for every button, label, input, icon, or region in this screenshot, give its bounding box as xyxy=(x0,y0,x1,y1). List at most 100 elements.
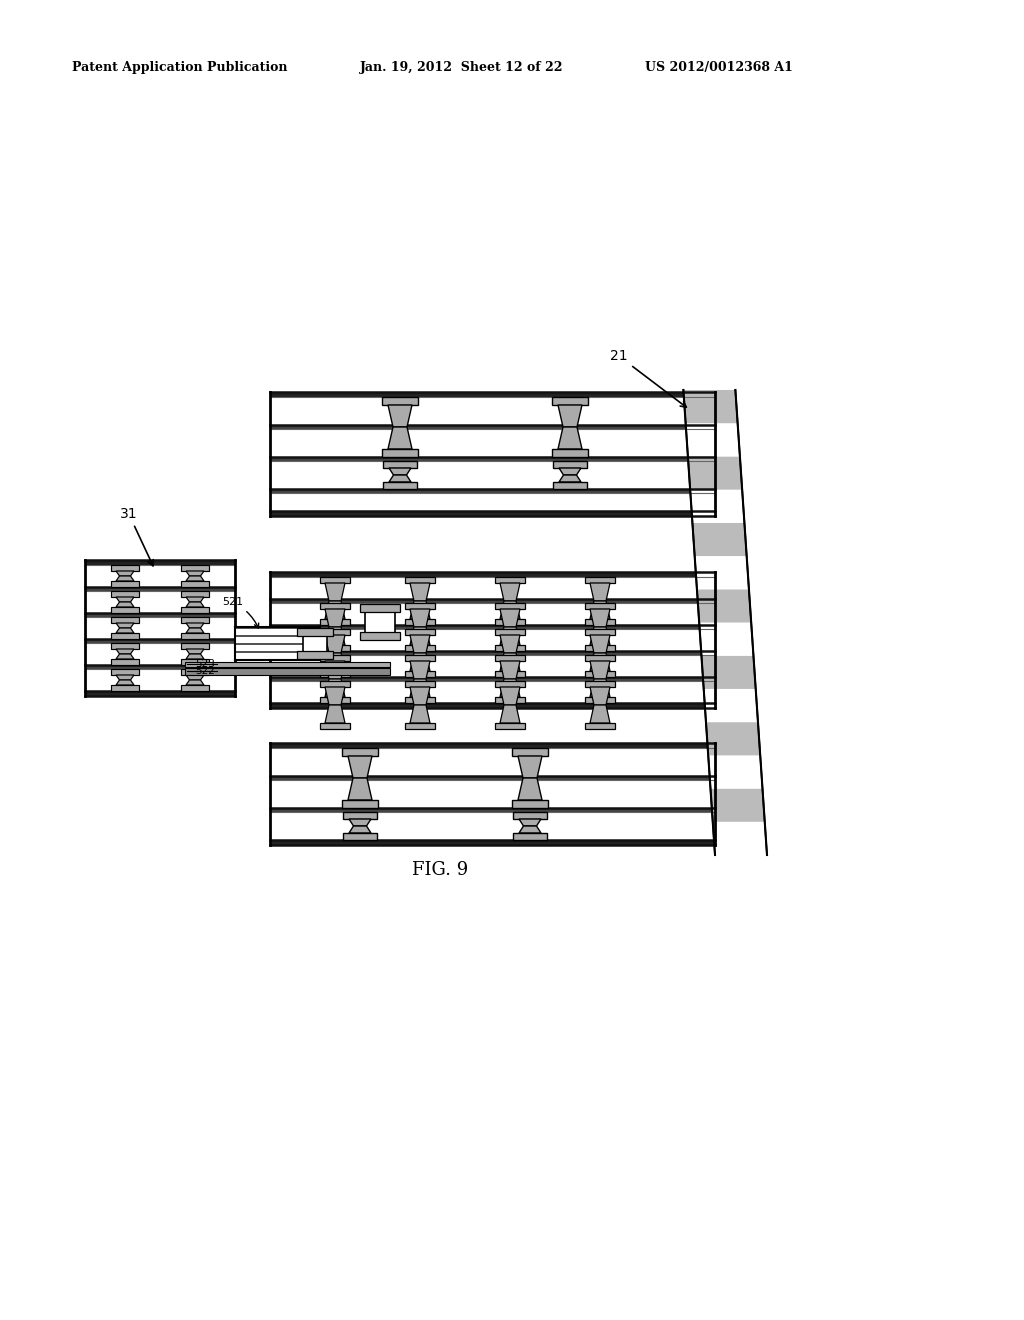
Bar xyxy=(111,565,139,572)
Bar xyxy=(85,690,234,696)
Bar xyxy=(553,482,587,488)
Bar xyxy=(111,685,139,690)
Bar xyxy=(343,812,377,818)
Bar xyxy=(181,591,209,597)
Bar xyxy=(181,581,209,587)
Polygon shape xyxy=(518,777,542,800)
Text: 522: 522 xyxy=(196,667,215,676)
Polygon shape xyxy=(186,623,204,628)
Bar xyxy=(382,397,418,405)
Bar xyxy=(181,685,209,690)
Bar xyxy=(85,612,234,616)
Bar xyxy=(270,681,715,704)
Text: FIG. 9: FIG. 9 xyxy=(412,861,468,879)
Bar xyxy=(111,581,139,587)
Bar xyxy=(270,492,715,511)
Polygon shape xyxy=(701,656,756,689)
Bar xyxy=(585,681,615,686)
Bar xyxy=(270,599,715,603)
Bar xyxy=(406,603,435,609)
Bar xyxy=(85,639,234,643)
Bar xyxy=(234,645,319,651)
Polygon shape xyxy=(690,490,744,523)
Bar xyxy=(406,619,435,624)
Polygon shape xyxy=(519,826,541,833)
Bar xyxy=(319,603,350,609)
Text: 523: 523 xyxy=(196,659,215,669)
Bar xyxy=(406,697,435,704)
Polygon shape xyxy=(389,469,411,475)
Polygon shape xyxy=(325,627,345,645)
Polygon shape xyxy=(683,389,737,424)
Polygon shape xyxy=(116,572,134,576)
Polygon shape xyxy=(325,635,345,653)
Polygon shape xyxy=(590,705,610,723)
Bar xyxy=(343,833,377,840)
Polygon shape xyxy=(349,818,371,826)
Bar xyxy=(406,645,435,651)
Bar xyxy=(383,482,417,488)
Bar xyxy=(181,565,209,572)
Bar xyxy=(383,461,417,469)
Bar xyxy=(495,603,525,609)
Bar xyxy=(270,630,715,651)
Bar xyxy=(270,743,715,748)
Polygon shape xyxy=(388,426,412,449)
Polygon shape xyxy=(389,475,411,482)
Bar xyxy=(585,645,615,651)
Bar xyxy=(406,723,435,729)
Bar xyxy=(111,634,139,639)
Bar xyxy=(406,630,435,635)
Bar xyxy=(234,651,319,653)
Polygon shape xyxy=(325,583,345,601)
Bar xyxy=(234,643,319,645)
Polygon shape xyxy=(116,576,134,581)
Bar xyxy=(319,655,350,661)
Bar xyxy=(181,643,209,649)
Bar xyxy=(85,591,234,612)
Bar xyxy=(270,655,715,677)
Bar xyxy=(270,840,715,845)
Bar xyxy=(234,630,319,635)
Polygon shape xyxy=(186,576,204,581)
Polygon shape xyxy=(325,686,345,705)
Polygon shape xyxy=(186,628,204,634)
Polygon shape xyxy=(348,777,372,800)
Polygon shape xyxy=(711,788,765,822)
Polygon shape xyxy=(186,602,204,607)
Polygon shape xyxy=(186,675,204,680)
Bar xyxy=(585,630,615,635)
Polygon shape xyxy=(590,678,610,697)
Polygon shape xyxy=(410,661,430,678)
Bar xyxy=(513,812,547,818)
Bar xyxy=(270,577,715,599)
Polygon shape xyxy=(410,601,430,619)
Polygon shape xyxy=(116,649,134,653)
Polygon shape xyxy=(686,424,740,457)
Bar xyxy=(406,671,435,677)
Polygon shape xyxy=(500,661,520,678)
Polygon shape xyxy=(519,818,541,826)
Bar xyxy=(270,780,715,808)
Polygon shape xyxy=(325,705,345,723)
Polygon shape xyxy=(706,722,760,755)
Bar xyxy=(319,645,350,651)
Bar xyxy=(270,425,715,429)
Bar xyxy=(319,577,350,583)
Text: Jan. 19, 2012  Sheet 12 of 22: Jan. 19, 2012 Sheet 12 of 22 xyxy=(360,62,563,74)
Bar xyxy=(495,671,525,677)
Polygon shape xyxy=(558,426,582,449)
Bar xyxy=(270,429,715,457)
Bar xyxy=(181,616,209,623)
Bar xyxy=(495,681,525,686)
Bar xyxy=(270,651,715,655)
Bar xyxy=(270,776,715,780)
Polygon shape xyxy=(116,623,134,628)
Polygon shape xyxy=(590,686,610,705)
Polygon shape xyxy=(713,822,767,855)
Bar xyxy=(111,616,139,623)
Bar xyxy=(270,624,715,630)
Bar xyxy=(111,591,139,597)
Polygon shape xyxy=(116,597,134,602)
Bar xyxy=(552,397,588,405)
